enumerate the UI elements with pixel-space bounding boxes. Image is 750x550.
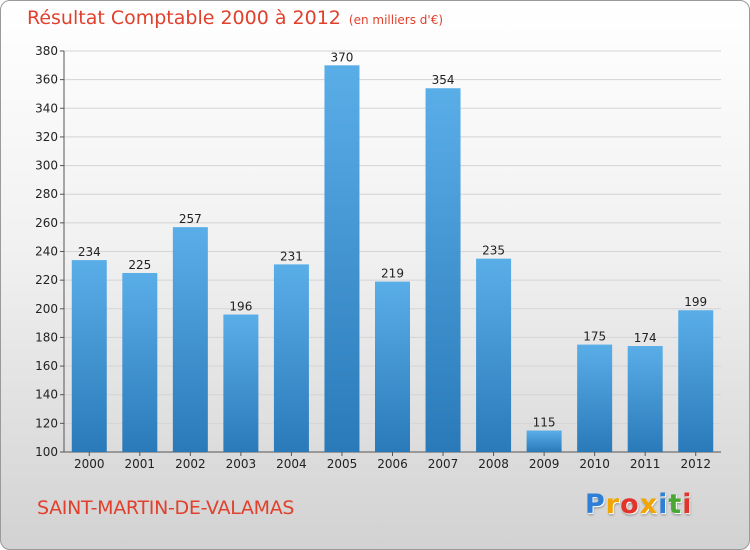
y-tick-label-140: 140 bbox=[35, 388, 58, 402]
bar-2001 bbox=[122, 272, 158, 452]
bar-2010 bbox=[577, 344, 613, 452]
x-tick-label-2010: 2010 bbox=[579, 457, 610, 471]
y-tick-labels: 100 120 140 160 180 200 220 240 260 280 300 320 340 3… bbox=[35, 44, 58, 459]
y-tick-label-100: 100 bbox=[35, 445, 58, 459]
logo-letter: x bbox=[639, 489, 659, 520]
y-tick-label-160: 160 bbox=[35, 359, 58, 373]
y-tick-label-320: 320 bbox=[35, 130, 58, 144]
data-label-2002: 257 bbox=[179, 212, 202, 226]
y-tick-label-200: 200 bbox=[35, 302, 58, 316]
y-tick-label-120: 120 bbox=[35, 416, 58, 430]
logo-letter: t bbox=[668, 489, 683, 520]
data-label-2009: 115 bbox=[533, 416, 556, 430]
data-label-2012: 199 bbox=[684, 295, 707, 309]
data-label-2010: 175 bbox=[583, 330, 606, 344]
bar-2000 bbox=[71, 260, 107, 452]
data-labels: 234 225 257 196 231 370 219 354 235 115 175 174 199 bbox=[78, 50, 707, 429]
proxiti-logo: Proxiti bbox=[585, 489, 693, 520]
data-label-2004: 231 bbox=[280, 249, 303, 263]
x-tick-label-2006: 2006 bbox=[377, 457, 408, 471]
chart-subtitle: (en milliers d'€) bbox=[348, 13, 444, 27]
y-tick-label-380: 380 bbox=[35, 44, 58, 58]
y-tick-label-280: 280 bbox=[35, 187, 58, 201]
y-tick-label-340: 340 bbox=[35, 101, 58, 115]
data-label-2001: 225 bbox=[128, 258, 151, 272]
logo-letter: i bbox=[682, 489, 693, 520]
logo-letter: r bbox=[605, 489, 621, 520]
bar-2003 bbox=[223, 314, 259, 452]
data-label-2008: 235 bbox=[482, 244, 505, 258]
x-tick-label-2003: 2003 bbox=[226, 457, 257, 471]
data-label-2007: 354 bbox=[432, 73, 455, 87]
bar-2007 bbox=[425, 88, 461, 452]
x-tick-labels: 2000 2001 2002 2003 2004 2005 2006 2007 2008 2009… bbox=[74, 452, 711, 471]
logo-letter: P bbox=[585, 489, 606, 520]
y-tick-label-180: 180 bbox=[35, 330, 58, 344]
logo-letter: i bbox=[658, 489, 669, 520]
x-tick-label-2000: 2000 bbox=[74, 457, 105, 471]
bar-2011 bbox=[627, 346, 663, 452]
logo-letter: o bbox=[620, 489, 640, 520]
y-tick-label-360: 360 bbox=[35, 73, 58, 87]
bar-2006 bbox=[375, 281, 410, 452]
data-label-2011: 174 bbox=[634, 331, 657, 345]
x-tick-label-2012: 2012 bbox=[680, 457, 711, 471]
y-tick-label-220: 220 bbox=[35, 273, 58, 287]
y-tick-label-240: 240 bbox=[35, 245, 58, 259]
x-tick-label-2011: 2011 bbox=[630, 457, 661, 471]
x-tick-label-2005: 2005 bbox=[327, 457, 358, 471]
data-label-2005: 370 bbox=[331, 50, 354, 64]
chart-title: Résultat Comptable 2000 à 2012 bbox=[27, 7, 341, 29]
x-tick-label-2007: 2007 bbox=[428, 457, 459, 471]
x-tick-label-2001: 2001 bbox=[125, 457, 156, 471]
title-row: Résultat Comptable 2000 à 2012 (en millie… bbox=[27, 7, 443, 29]
x-tick-label-2002: 2002 bbox=[175, 457, 206, 471]
x-tick-label-2009: 2009 bbox=[529, 457, 560, 471]
y-tick-label-260: 260 bbox=[35, 216, 58, 230]
bar-2009 bbox=[526, 430, 562, 452]
bars bbox=[71, 65, 714, 453]
x-tick-label-2008: 2008 bbox=[478, 457, 509, 471]
bar-2012 bbox=[678, 310, 714, 452]
y-tick-label-300: 300 bbox=[35, 159, 58, 173]
data-label-2006: 219 bbox=[381, 267, 404, 281]
x-tick-label-2004: 2004 bbox=[276, 457, 307, 471]
bar-2008 bbox=[476, 258, 512, 452]
data-label-2000: 234 bbox=[78, 245, 101, 259]
bar-2004 bbox=[273, 264, 309, 452]
data-label-2003: 196 bbox=[229, 300, 252, 314]
bar-2002 bbox=[172, 227, 208, 452]
bar-2005 bbox=[324, 65, 360, 453]
place-name: SAINT-MARTIN-DE-VALAMAS bbox=[37, 497, 295, 519]
